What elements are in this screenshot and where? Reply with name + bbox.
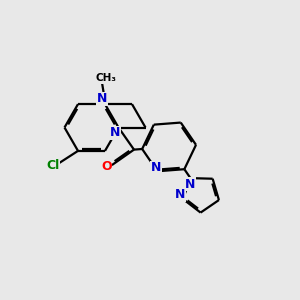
Text: N: N [175, 188, 185, 201]
Text: N: N [151, 161, 161, 174]
Text: N: N [110, 126, 121, 140]
Text: CH₃: CH₃ [96, 73, 117, 83]
Text: N: N [185, 178, 196, 190]
Text: Cl: Cl [46, 159, 60, 172]
Text: O: O [101, 160, 112, 173]
Text: N: N [97, 92, 107, 105]
